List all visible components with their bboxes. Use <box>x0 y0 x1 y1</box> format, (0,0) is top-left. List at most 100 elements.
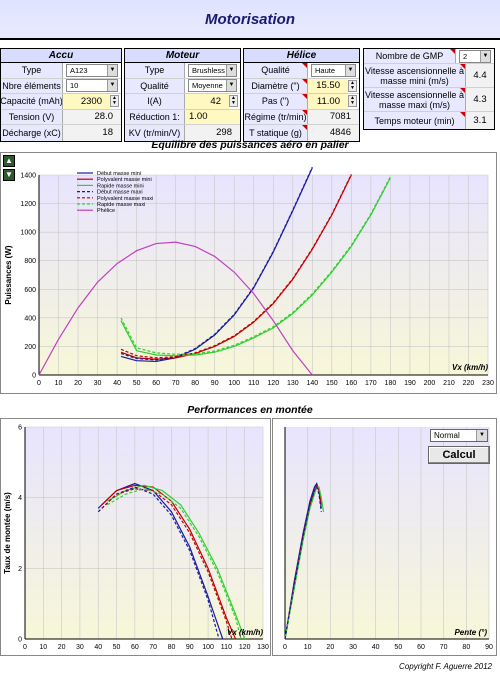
y-tick-label: 0 <box>32 373 36 380</box>
accu-row: Capacité (mAh) 2300 ▲ ▼ <box>1 94 121 110</box>
scroll-down-button[interactable]: ▼ <box>3 169 15 181</box>
moteur-input[interactable]: 1.00 <box>185 109 240 124</box>
moteur-value: 298 <box>185 125 240 141</box>
x-tick-label: 200 <box>424 380 436 387</box>
chevron-down-icon: ▼ <box>226 80 236 92</box>
page-title: Motorisation <box>205 10 295 28</box>
select-value: Haute <box>315 65 336 75</box>
x-tick-label: 40 <box>94 644 102 651</box>
chart1-title: Equilibre des puissances aéro en palier <box>151 139 349 151</box>
helice-select[interactable]: Haute ▼ <box>311 63 356 77</box>
x-tick-label: 180 <box>385 380 397 387</box>
y-tick-label: 1400 <box>20 173 36 180</box>
x-tick-label: 40 <box>113 380 121 387</box>
helice-row: Régime (tr/min) 7081 <box>244 109 359 125</box>
accu-input[interactable]: 2300 <box>63 94 110 109</box>
moteur-label: Réduction 1: <box>125 109 185 124</box>
helice-spinner[interactable]: ▲ ▼ <box>348 79 357 92</box>
y-tick-label: 600 <box>24 287 36 294</box>
y-tick-label: 200 <box>24 344 36 351</box>
chevron-down-icon: ▼ <box>480 50 490 62</box>
x-tick-label: 80 <box>168 644 176 651</box>
select-value: Brushless <box>192 65 225 75</box>
x-tick-label: 80 <box>462 644 470 651</box>
spin-up-icon[interactable]: ▲ <box>350 95 355 102</box>
spin-up-icon[interactable]: ▲ <box>231 95 236 102</box>
copyright: Copyright F. Aguerre 2012 <box>399 662 492 671</box>
chevron-down-icon: ▼ <box>226 64 236 76</box>
accu-value: 18 <box>63 125 121 141</box>
accu-select[interactable]: 10 ▼ <box>66 79 118 93</box>
accu-label: Décharge (xC) <box>1 125 63 141</box>
x-tick-label: 20 <box>58 644 66 651</box>
x-tick-label: 60 <box>152 380 160 387</box>
motor-time-value: 3.1 <box>466 112 494 129</box>
helice-row: Qualité Haute ▼ <box>244 63 359 79</box>
spin-up-icon[interactable]: ▲ <box>350 79 355 86</box>
moteur-select[interactable]: Brushless ▼ <box>188 63 237 77</box>
x-tick-label: 0 <box>37 380 41 387</box>
x-tick-label: 150 <box>326 380 338 387</box>
x-tick-label: 100 <box>202 644 214 651</box>
spin-down-icon[interactable]: ▼ <box>350 84 355 91</box>
moteur-label: Type <box>125 63 185 78</box>
helice-panel: Hélice Qualité Haute ▼ Diamètre (") 15.50 ▲ ▼ P… <box>243 48 360 142</box>
mode-select[interactable]: Normal ▼ <box>430 429 488 442</box>
spin-up-icon[interactable]: ▲ <box>112 95 117 102</box>
x-tick-label: 100 <box>228 380 240 387</box>
x-tick-label: 50 <box>133 380 141 387</box>
x-axis-label: Vx (km/h) <box>227 628 263 637</box>
x-tick-label: 20 <box>326 644 334 651</box>
helice-label: Qualité <box>244 63 308 78</box>
helice-label: Pas (") <box>244 94 308 109</box>
helice-input[interactable]: 15.50 <box>308 78 348 93</box>
series-line <box>38 241 313 376</box>
helice-spinner[interactable]: ▲ ▼ <box>348 95 357 108</box>
series-line <box>120 174 352 359</box>
x-tick-label: 0 <box>283 644 287 651</box>
helice-row: T statique (g) 4846 <box>244 125 359 141</box>
moteur-select[interactable]: Moyenne ▼ <box>188 79 237 93</box>
y-tick-label: 1200 <box>20 201 36 208</box>
scroll-up-button[interactable]: ▲ <box>3 155 15 167</box>
x-axis-label: Pente (°) <box>454 628 487 637</box>
accu-select[interactable]: A123 ▼ <box>66 63 118 77</box>
series-line <box>284 486 325 640</box>
gmp-count-select[interactable]: 2 ▼ <box>459 49 491 63</box>
accu-label: Capacité (mAh) <box>1 94 63 109</box>
moteur-row: Qualité Moyenne ▼ <box>125 78 240 94</box>
select-value: Moyenne <box>192 81 223 91</box>
climb-speed-chart: 0 10 20 30 40 50 60 70 80 90 100 110 120 130 0 2 4 6 Vx (k… <box>3 425 269 652</box>
power-chart: 0 10 20 30 40 50 60 70 80 90 100 110 120 130 140 150 160… <box>4 166 494 387</box>
x-tick-label: 140 <box>306 380 318 387</box>
series-line <box>120 166 313 361</box>
x-tick-label: 90 <box>186 644 194 651</box>
moteur-panel: Moteur Type Brushless ▼ Qualité Moyenne ▼ I(A)… <box>124 48 241 142</box>
legend-entry: Phélice <box>97 208 115 214</box>
helice-label: T statique (g) <box>244 125 308 141</box>
helice-input[interactable]: 11.00 <box>308 94 348 109</box>
series-line <box>120 176 391 355</box>
x-tick-label: 40 <box>372 644 380 651</box>
x-tick-label: 190 <box>404 380 416 387</box>
x-tick-label: 60 <box>417 644 425 651</box>
x-tick-label: 70 <box>172 380 180 387</box>
spin-down-icon[interactable]: ▼ <box>350 100 355 107</box>
calculate-button[interactable]: Calcul <box>428 446 490 464</box>
x-tick-label: 120 <box>267 380 279 387</box>
x-tick-label: 80 <box>191 380 199 387</box>
moteur-header: Moteur <box>125 49 240 63</box>
spin-down-icon[interactable]: ▼ <box>112 100 117 107</box>
x-tick-label: 130 <box>287 380 299 387</box>
select-value: A123 <box>70 65 88 75</box>
accu-spinner[interactable]: ▲ ▼ <box>110 95 119 108</box>
climb-rate-max-label: Vitesse ascensionnelle à masse maxi (m/s… <box>364 88 466 111</box>
accu-panel: Accu Type A123 ▼ Nbre éléments 10 ▼ Capacité (… <box>0 48 122 142</box>
chevron-down-icon: ▼ <box>345 64 355 76</box>
series-line <box>120 177 391 357</box>
moteur-spinner[interactable]: ▲ ▼ <box>229 95 238 108</box>
moteur-input[interactable]: 42 <box>185 94 229 109</box>
x-tick-label: 10 <box>55 380 63 387</box>
y-tick-label: 6 <box>18 425 22 432</box>
spin-down-icon[interactable]: ▼ <box>231 100 236 107</box>
